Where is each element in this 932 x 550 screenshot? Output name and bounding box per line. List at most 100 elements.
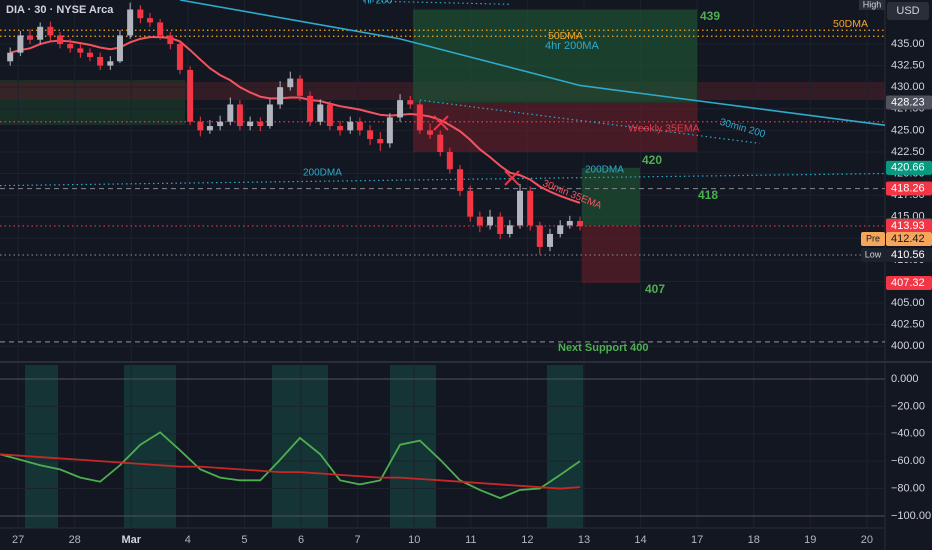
- candle-body: [187, 69, 194, 122]
- candle-body: [167, 35, 174, 45]
- candle-body: [296, 78, 303, 96]
- y-tick-label: 400.00: [891, 340, 925, 352]
- candle-body: [7, 52, 14, 62]
- y-tick-label: 430.00: [891, 81, 925, 93]
- x-tick-label: Mar: [121, 534, 141, 546]
- candle-body: [176, 44, 183, 70]
- candle-body: [326, 104, 333, 127]
- candle-body: [427, 130, 434, 135]
- candle-body: [317, 104, 324, 122]
- position-box: [581, 225, 640, 283]
- price-tag: 413.93: [891, 220, 925, 232]
- trendline-label: hr 200: [364, 0, 393, 7]
- osc-tick-label: −20.00: [891, 400, 925, 412]
- level-label: 50DMA: [833, 18, 868, 30]
- candle-body: [557, 225, 564, 234]
- cross-marker: [433, 115, 449, 131]
- target-label: 407: [645, 282, 665, 296]
- candle-body: [217, 121, 224, 127]
- candle-body: [487, 216, 494, 226]
- candle-body: [146, 18, 153, 23]
- candle-body: [287, 78, 294, 88]
- trendline: [179, 0, 886, 126]
- candle-body: [157, 22, 164, 36]
- candle-body: [437, 134, 444, 152]
- price-tag-box: [886, 248, 932, 263]
- level-label: 50DMA: [548, 30, 583, 42]
- price-tag: 407.32: [891, 277, 925, 289]
- candle-body: [527, 190, 534, 226]
- level-label: Weekly 35EMA: [628, 123, 700, 135]
- candle-body: [257, 121, 264, 127]
- x-tick-label: 27: [12, 534, 24, 546]
- candle-body: [457, 169, 464, 191]
- candle-body: [517, 190, 524, 226]
- candle-body: [577, 221, 584, 227]
- y-tick-label: 405.00: [891, 297, 925, 309]
- candle-body: [116, 35, 123, 62]
- candle-body: [37, 26, 44, 40]
- candle-body: [307, 95, 314, 122]
- price-tag-name-box: [861, 231, 885, 246]
- osc-line: [0, 453, 581, 490]
- x-tick-label: 17: [691, 534, 703, 546]
- osc-tick-label: −60.00: [891, 455, 925, 467]
- band: [390, 365, 436, 528]
- price-tag-box: [886, 95, 932, 110]
- candle-body: [476, 216, 483, 226]
- y-tick-label: 425.00: [891, 124, 925, 136]
- x-tick-label: 20: [861, 534, 873, 546]
- price-tag-name-box: [861, 248, 885, 263]
- osc-tick-label: −100.00: [891, 510, 931, 522]
- y-tick-label: 435.00: [891, 38, 925, 50]
- band: [25, 365, 58, 528]
- price-tag-box: [886, 181, 932, 196]
- high-tag-box: [859, 0, 885, 10]
- candle-body: [26, 35, 33, 40]
- grid: [0, 0, 885, 528]
- x-tick-label: 7: [355, 534, 361, 546]
- osc-bands: [25, 365, 583, 528]
- candle-body: [347, 121, 354, 131]
- x-tick-label: 6: [298, 534, 304, 546]
- candle-body: [247, 121, 254, 127]
- candle-body: [197, 121, 204, 131]
- x-tick-label: 10: [408, 534, 420, 546]
- currency[interactable]: USD: [896, 5, 919, 17]
- candle-body: [397, 100, 404, 118]
- price-tag-name: Low: [865, 249, 882, 259]
- candle-body: [367, 130, 374, 139]
- price-tag: 420.66: [891, 162, 925, 174]
- candle-body: [227, 104, 234, 122]
- trendline-label: 200DMA: [585, 165, 624, 176]
- level-label: Next Support 400: [558, 342, 648, 354]
- candle-body: [386, 117, 393, 144]
- currency-box[interactable]: [887, 2, 929, 20]
- candle-body: [97, 56, 104, 66]
- ema-line: [9, 36, 581, 204]
- candle-body: [547, 233, 554, 247]
- position-box: [413, 9, 698, 103]
- candle-body: [536, 225, 543, 247]
- candle-body: [446, 151, 453, 170]
- price-tag: 410.56: [891, 249, 925, 261]
- y-tick-label: 422.50: [891, 146, 925, 158]
- target-label: 420: [642, 153, 662, 167]
- y-tick-label: 432.50: [891, 60, 925, 72]
- candle-body: [127, 9, 134, 36]
- x-tick-label: 14: [634, 534, 646, 546]
- candle-body: [236, 104, 243, 127]
- trendline: [419, 99, 760, 144]
- x-tick-label: 19: [804, 534, 816, 546]
- band: [547, 365, 583, 528]
- y-tick-label: 402.50: [891, 319, 925, 331]
- chart-title: DIA · 30 · NYSE Arca: [6, 4, 114, 16]
- position-box: [413, 102, 698, 152]
- candle-body: [137, 9, 144, 19]
- band: [272, 365, 328, 528]
- x-tick-label: 28: [69, 534, 81, 546]
- osc-line: [0, 431, 581, 500]
- candle-body: [86, 52, 93, 57]
- candle-body: [206, 126, 213, 131]
